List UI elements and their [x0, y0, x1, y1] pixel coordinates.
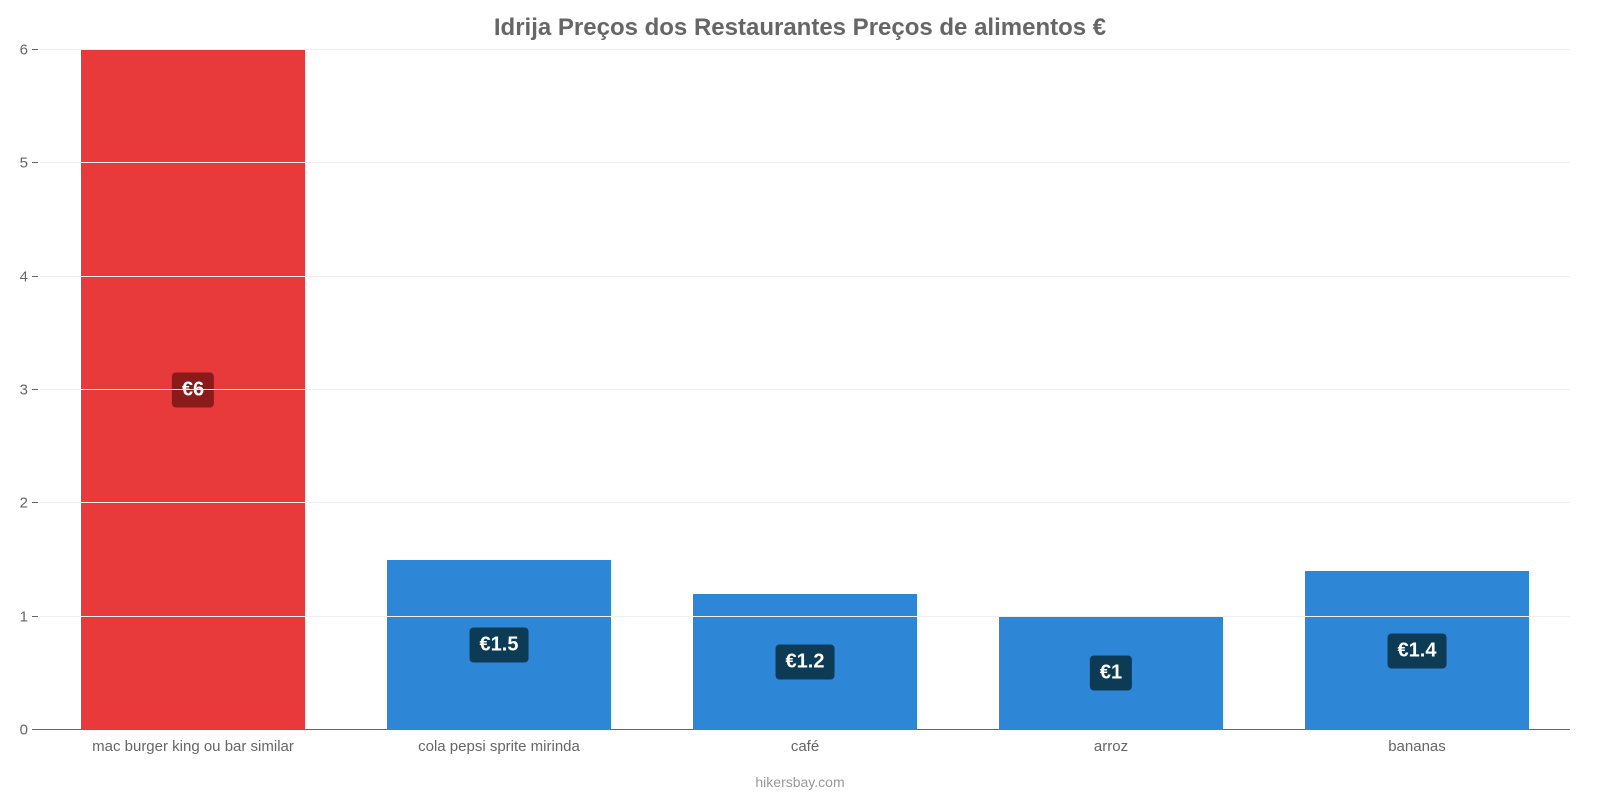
- bar-slot: €1: [958, 50, 1264, 730]
- y-tick: [32, 502, 38, 503]
- y-axis-label: 0: [20, 722, 28, 739]
- y-tick: [32, 162, 38, 163]
- bar-slot: €1.5: [346, 50, 652, 730]
- x-axis-label: arroz: [958, 738, 1264, 755]
- y-tick: [32, 729, 38, 730]
- bars-container: €6 €1.5 €1.2 €1 €1.4: [40, 50, 1570, 730]
- x-axis-label: mac burger king ou bar similar: [40, 738, 346, 755]
- x-axis-label: cola pepsi sprite mirinda: [346, 738, 652, 755]
- bar: €1: [999, 617, 1222, 730]
- bar: €6: [81, 50, 304, 730]
- bar-slot: €1.4: [1264, 50, 1570, 730]
- plot: €6€1.5€1.2€1€1.4 0123456: [40, 50, 1570, 730]
- x-axis-label: bananas: [1264, 738, 1570, 755]
- bar: €1.5: [387, 560, 610, 730]
- x-axis-label: café: [652, 738, 958, 755]
- x-axis-labels: mac burger king ou bar similarcola pepsi…: [40, 738, 1570, 755]
- bar-slot: €1.2: [652, 50, 958, 730]
- y-tick: [32, 389, 38, 390]
- gridline: [40, 276, 1570, 277]
- gridline: [40, 389, 1570, 390]
- y-tick: [32, 616, 38, 617]
- chart-title: Idrija Preços dos Restaurantes Preços de…: [0, 0, 1600, 42]
- gridline: [40, 616, 1570, 617]
- bar-value-label: €1.2: [776, 645, 835, 680]
- y-axis-label: 6: [20, 42, 28, 59]
- y-axis-label: 4: [20, 268, 28, 285]
- gridline: [40, 49, 1570, 50]
- gridline: [40, 162, 1570, 163]
- bar-value-label: €1.5: [470, 628, 529, 663]
- y-axis-label: 1: [20, 608, 28, 625]
- bar-value-label: €1.4: [1388, 633, 1447, 668]
- y-axis-label: 3: [20, 382, 28, 399]
- y-axis-label: 5: [20, 155, 28, 172]
- bar: €1.4: [1305, 571, 1528, 730]
- y-tick: [32, 49, 38, 50]
- chart-plot-area: €6€1.5€1.2€1€1.4 0123456: [40, 50, 1570, 730]
- bar-slot: €6: [40, 50, 346, 730]
- bar: €1.2: [693, 594, 916, 730]
- bar-value-label: €1: [1090, 656, 1132, 691]
- y-axis-label: 2: [20, 495, 28, 512]
- gridline: [40, 502, 1570, 503]
- y-tick: [32, 276, 38, 277]
- bar-value-label: €6: [172, 373, 214, 408]
- chart-footer: hikersbay.com: [0, 774, 1600, 790]
